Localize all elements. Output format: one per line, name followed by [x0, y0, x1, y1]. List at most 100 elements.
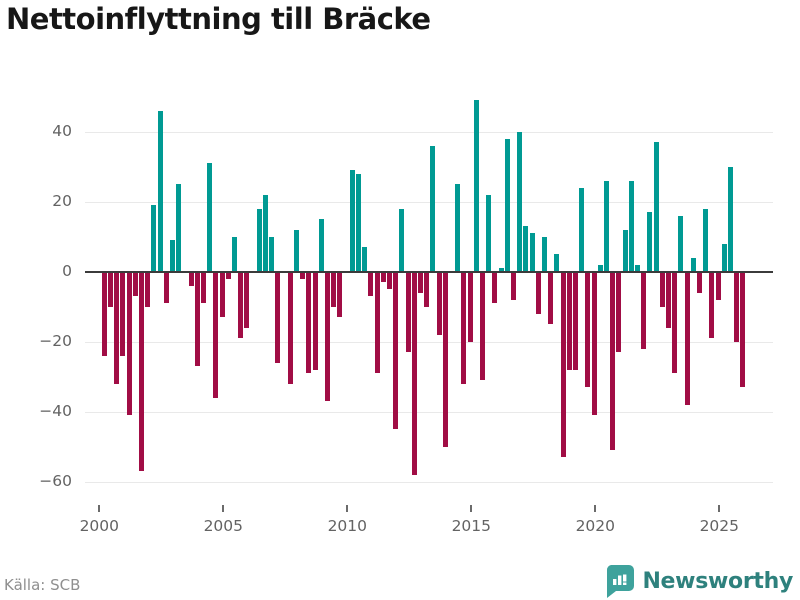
bar [653, 142, 659, 272]
gridline [85, 481, 773, 483]
bar [585, 271, 591, 388]
bar [411, 271, 417, 475]
bar [324, 271, 331, 402]
bar [436, 271, 442, 335]
y-axis-tick-label: −60 [39, 472, 72, 491]
bar [734, 271, 740, 342]
bar [430, 145, 436, 272]
bar [560, 271, 566, 458]
bar [641, 271, 647, 349]
bar [256, 208, 262, 272]
y-axis-tick-label: −20 [39, 332, 72, 351]
bar [541, 236, 548, 272]
bar [498, 268, 504, 272]
bar [591, 271, 597, 416]
bar [548, 271, 554, 325]
bar [672, 271, 678, 374]
bar [300, 271, 306, 279]
bar [659, 271, 665, 307]
bar [510, 271, 517, 300]
bar [486, 194, 492, 272]
bar [523, 226, 529, 272]
bar [740, 271, 746, 388]
bar [479, 271, 486, 381]
bar [703, 208, 709, 272]
bar [597, 264, 603, 272]
bar [473, 100, 479, 272]
bar [727, 166, 734, 272]
x-axis-zero-line [85, 270, 773, 273]
bar [318, 219, 324, 272]
bar [114, 271, 120, 384]
bar [349, 170, 355, 272]
x-axis-tick-label: 2025 [699, 517, 740, 535]
bar [461, 271, 467, 384]
bar [535, 271, 541, 314]
bar [647, 212, 653, 272]
y-axis-tick-label: 0 [62, 262, 72, 281]
bar [225, 271, 231, 279]
bar [579, 187, 585, 272]
bar [231, 236, 238, 272]
x-axis-tick-label: 2000 [79, 517, 120, 535]
bar [163, 271, 169, 304]
x-axis-tick-mark [346, 505, 349, 512]
bar [213, 271, 219, 398]
bar [132, 271, 138, 297]
bar [337, 271, 343, 318]
x-axis-tick-mark [594, 505, 597, 512]
bar [380, 271, 386, 283]
bar [238, 271, 244, 339]
bar [405, 271, 411, 353]
source-caption: Källa: SCB [4, 576, 81, 594]
x-axis-tick-label: 2015 [451, 517, 492, 535]
bar [492, 271, 498, 304]
x-axis-tick-label: 2020 [575, 517, 616, 535]
bar [368, 271, 374, 297]
gridline [85, 341, 773, 343]
brand-name: Newsworthy [642, 568, 793, 594]
x-axis-tick-label: 2005 [203, 517, 244, 535]
bar [566, 271, 572, 370]
bar [684, 271, 690, 405]
bar [151, 205, 157, 272]
bar [169, 240, 176, 272]
x-axis-tick-mark [222, 505, 225, 512]
bar [287, 271, 293, 384]
bar [622, 229, 628, 272]
bar [386, 271, 393, 290]
x-axis-tick-mark [718, 505, 721, 512]
bar [424, 271, 430, 307]
page-title: Nettoinflyttning till Bräcke [6, 2, 431, 36]
x-axis-tick-mark [98, 505, 101, 512]
bar [399, 208, 405, 272]
bar [709, 271, 715, 339]
gridline [85, 411, 773, 413]
bar [678, 215, 684, 272]
y-axis-tick-label: −40 [39, 402, 72, 421]
x-axis-tick-label: 2010 [327, 517, 368, 535]
bar [721, 243, 727, 272]
bar [176, 184, 182, 272]
bar [715, 271, 721, 300]
bar [312, 271, 318, 370]
bar [219, 271, 225, 318]
bar [275, 271, 281, 363]
bar [145, 271, 151, 307]
bar [138, 271, 145, 472]
bar [188, 271, 194, 286]
bar [157, 110, 163, 272]
bar [628, 180, 634, 272]
bar [126, 271, 132, 416]
bar [120, 271, 126, 356]
bar [467, 271, 473, 342]
bar [262, 194, 269, 272]
bar [529, 233, 535, 272]
bar [610, 271, 616, 451]
bar [269, 236, 275, 272]
bar [207, 163, 213, 272]
bar [554, 254, 560, 272]
bar [616, 271, 622, 353]
bar [331, 271, 337, 307]
